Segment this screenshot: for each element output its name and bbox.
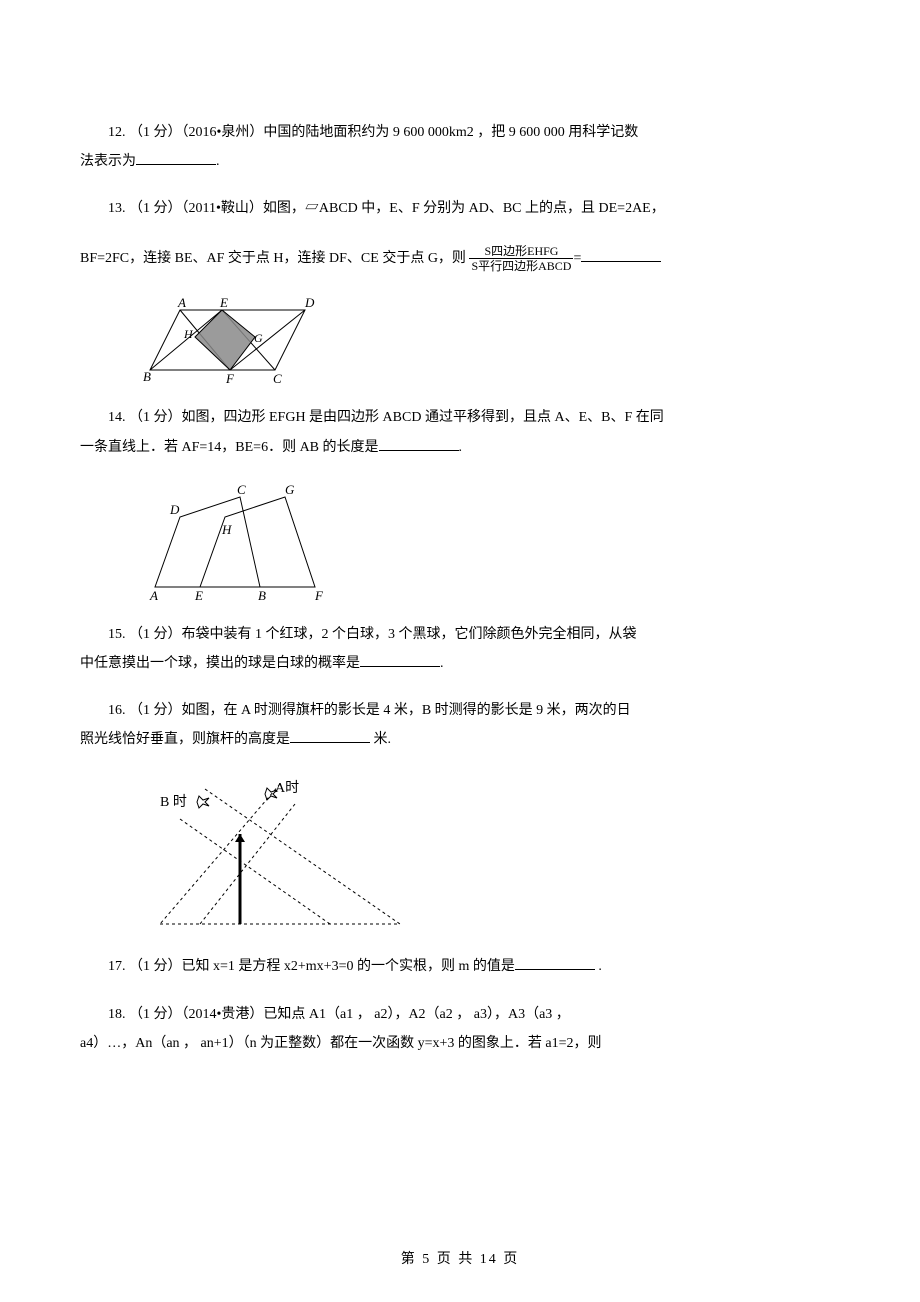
q13-label-H: H [183,327,194,341]
question-16-line2: 照光线恰好垂直，则旗杆的高度是 米. [80,727,840,752]
q13-label-D: D [304,295,315,310]
q14-label-E: E [194,588,203,602]
q13-text-b: BF=2FC，连接 BE、AF 交于点 H，连接 DF、CE 交于点 G，则 [80,251,469,266]
footer-text: 第 5 页 共 14 页 [401,1252,520,1267]
q14-text-c: . [459,440,463,455]
q16-text-c: 米. [370,732,391,747]
q15-text-b: 中任意摸出一个球，摸出的球是白球的概率是 [80,656,360,671]
q16-figure: B 时 A时 [140,774,840,934]
q16-text-a: 16. （1 分）如图，在 A 时测得旗杆的影长是 4 米，B 时测得的影长是 … [108,703,631,718]
q13-figure: A E D B F C H G [140,295,840,385]
q14-label-A: A [149,588,158,602]
question-15-line1: 15. （1 分）布袋中装有 1 个红球，2 个白球，3 个黑球，它们除颜色外完… [80,622,840,647]
q15-text-c: . [440,656,444,671]
page-footer: 第 5 页 共 14 页 [0,1247,920,1272]
q14-text-a: 14. （1 分）如图，四边形 EFGH 是由四边形 ABCD 通过平移得到，且… [108,410,664,425]
q12-blank [136,150,216,165]
question-14-line2: 一条直线上．若 AF=14，BE=6．则 AB 的长度是. [80,435,840,460]
q13-label-B: B [143,369,151,384]
question-13-line1: 13. （1 分）（2011•鞍山）如图，▱ABCD 中，E、F 分别为 AD、… [80,196,840,221]
q16-label-B-text: B 时 [160,794,187,810]
q16-ray-b2 [180,819,330,924]
q16-sun-b-icon [197,796,209,808]
q14-label-C: C [237,482,246,497]
q14-label-G: G [285,482,295,497]
q14-figure: A E B F D C G H [140,482,840,602]
question-18-line2: a4）…，An（an ， an+1）（n 为正整数）都在一次函数 y=x+3 的… [80,1031,840,1056]
q13-text-c: = [573,251,581,266]
q14-label-F: F [314,588,324,602]
q13-frac-den: S平行四边形ABCD [469,259,573,273]
question-12-line1: 12. （1 分）（2016•泉州）中国的陆地面积约为 9 600 000km2… [80,120,840,145]
q18-text-a: 18. （1 分）（2014•贵港）已知点 A1（a1 ， a2），A2（a2 … [108,1007,570,1022]
q14-label-B: B [258,588,266,602]
question-17: 17. （1 分）已知 x=1 是方程 x2+mx+3=0 的一个实根，则 m … [80,954,840,979]
q16-label-A-text: A时 [275,780,299,796]
q13-ehfg [195,310,255,370]
q18-text-b: a4）…，An（an ， an+1）（n 为正整数）都在一次函数 y=x+3 的… [80,1036,602,1051]
q17-text-a: 17. （1 分）已知 x=1 是方程 x2+mx+3=0 的一个实根，则 m … [108,959,515,974]
q16-text-b: 照光线恰好垂直，则旗杆的高度是 [80,732,290,747]
q13-frac-num: S四边形EHFG [469,244,573,259]
q13-fraction: S四边形EHFGS平行四边形ABCD [469,244,573,274]
page-container: 12. （1 分）（2016•泉州）中国的陆地面积约为 9 600 000km2… [0,0,920,1302]
q14-text-b: 一条直线上．若 AF=14，BE=6．则 AB 的长度是 [80,440,379,455]
q13-label-G: G [254,331,263,345]
q13-label-F: F [225,371,235,385]
q13-text-a: 13. （1 分）（2011•鞍山）如图，▱ABCD 中，E、F 分别为 AD、… [108,201,665,216]
q14-blank [379,436,459,451]
question-15-line2: 中任意摸出一个球，摸出的球是白球的概率是. [80,651,840,676]
q15-blank [360,652,440,667]
q12-text-a: 12. （1 分）（2016•泉州）中国的陆地面积约为 9 600 000km2… [108,125,638,140]
q17-text-b: . [595,959,602,974]
question-12-line2: 法表示为. [80,149,840,174]
q14-label-D: D [169,502,180,517]
question-13-line2: BF=2FC，连接 BE、AF 交于点 H，连接 DF、CE 交于点 G，则 S… [80,244,840,274]
q14-label-H: H [221,522,232,537]
q13-label-E: E [219,295,228,310]
q16-ray-b1 [205,789,400,924]
q16-blank [290,728,370,743]
question-18-line1: 18. （1 分）（2014•贵港）已知点 A1（a1 ， a2），A2（a2 … [80,1002,840,1027]
q17-blank [515,955,595,970]
q13-label-C: C [273,371,282,385]
question-14-line1: 14. （1 分）如图，四边形 EFGH 是由四边形 ABCD 通过平移得到，且… [80,405,840,430]
question-16-line1: 16. （1 分）如图，在 A 时测得旗杆的影长是 4 米，B 时测得的影长是 … [80,698,840,723]
q15-text-a: 15. （1 分）布袋中装有 1 个红球，2 个白球，3 个黑球，它们除颜色外完… [108,627,637,642]
q12-text-b: 法表示为 [80,154,136,169]
q13-label-A: A [177,295,186,310]
q12-text-c: . [216,154,220,169]
q13-blank [581,247,661,262]
